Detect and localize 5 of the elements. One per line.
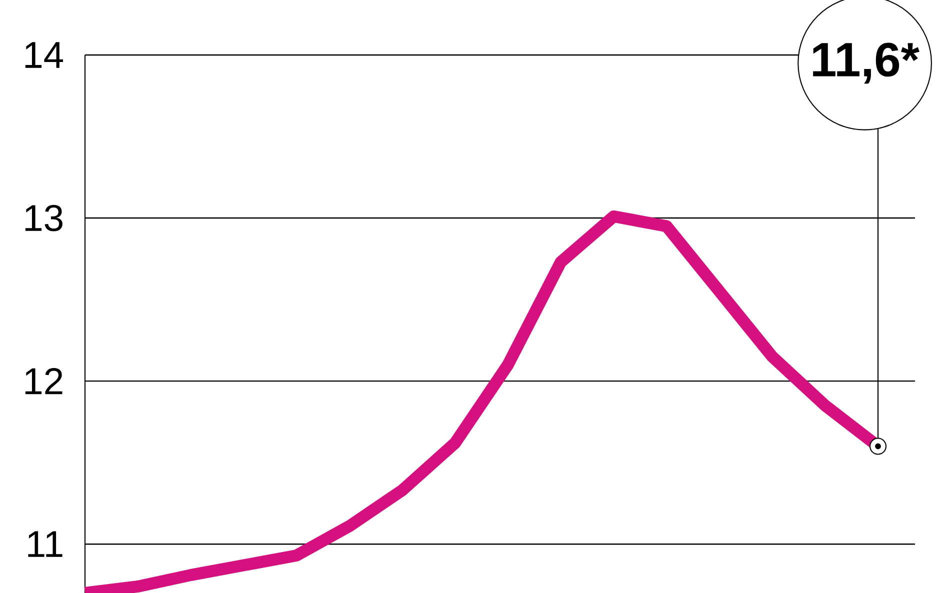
y-tick-label: 12: [25, 368, 62, 394]
y-tick-label: 11: [28, 531, 62, 557]
y-tick-label: 14: [25, 42, 63, 68]
y-tick-label: 13: [25, 204, 62, 232]
annotation: 11,6*: [813, 42, 920, 84]
